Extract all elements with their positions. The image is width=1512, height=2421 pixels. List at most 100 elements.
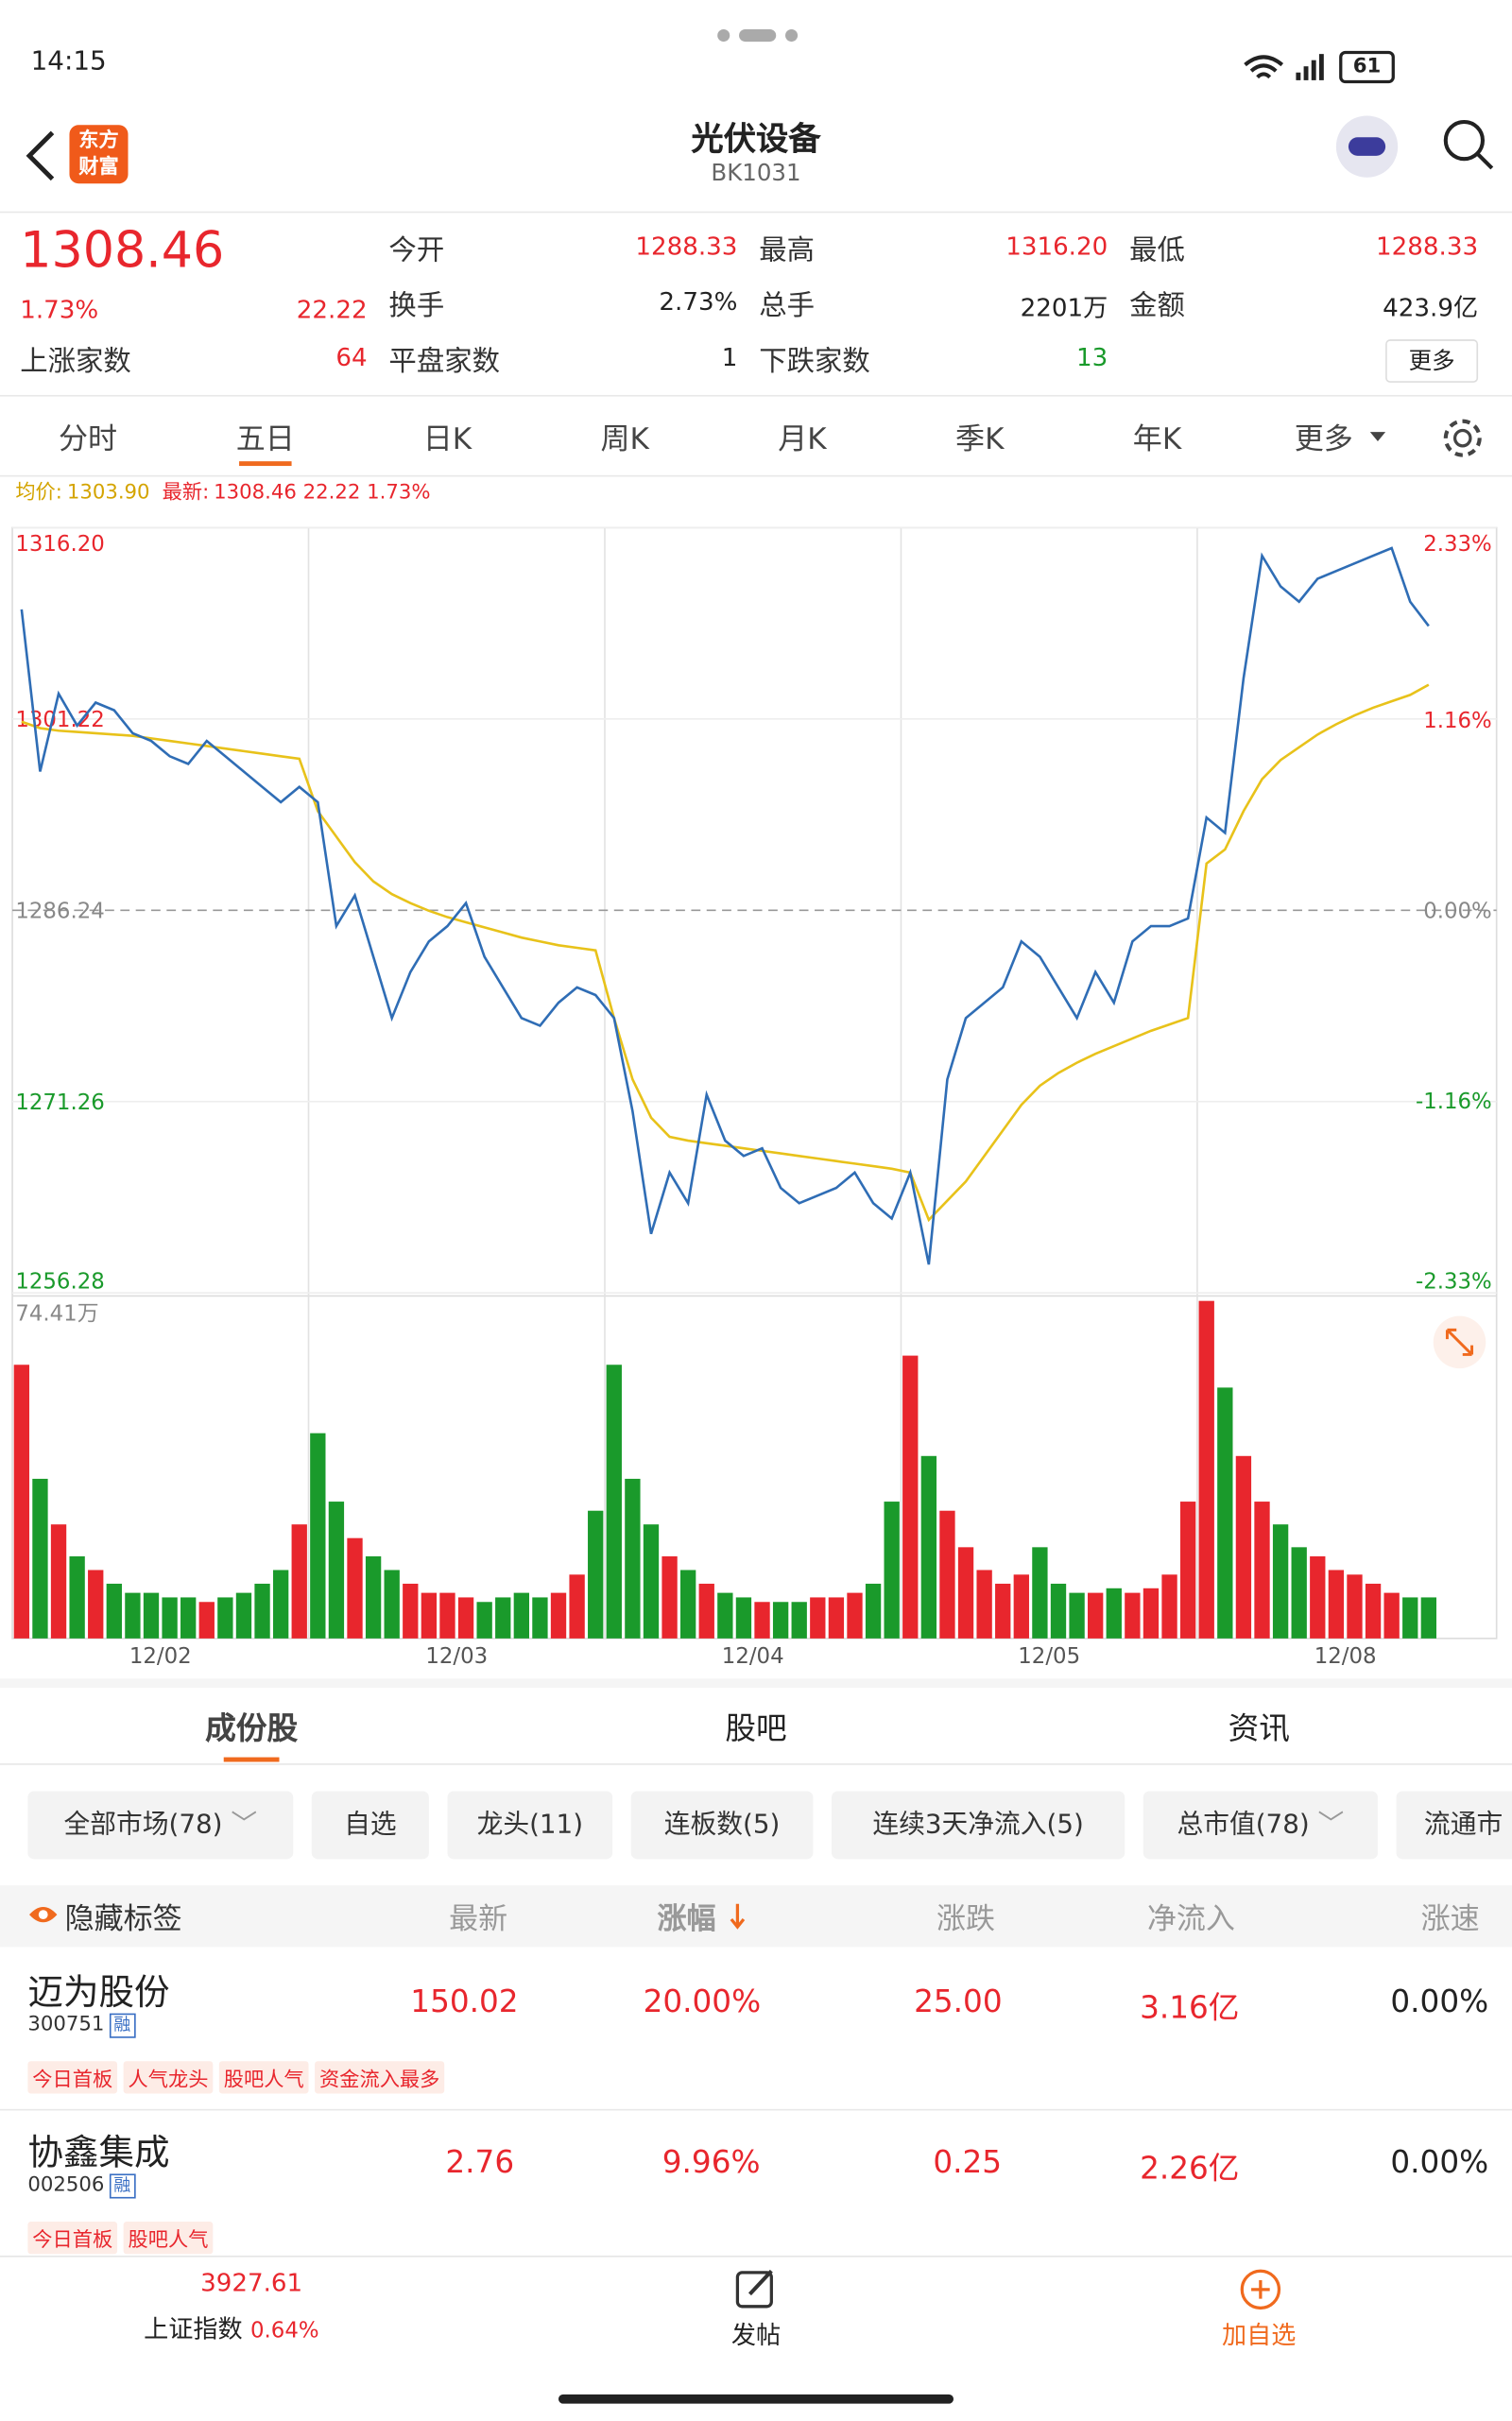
y-tick-label: 1301.22 [15,708,104,732]
stat-label: 金额 [1129,289,1185,323]
settings-button[interactable] [1441,417,1485,460]
tab-underline [223,1757,280,1762]
volume-bar [569,1574,585,1639]
volume-bar [88,1570,104,1639]
content-tab[interactable]: 成份股 [205,1708,299,1747]
volume-bar [106,1583,122,1639]
index-value[interactable]: 3927.61 [200,2267,303,2298]
tag: 股吧人气 [123,2222,214,2255]
volume-bar [828,1597,845,1639]
volume-bar [1125,1592,1141,1639]
post-button[interactable]: 发帖 [730,2320,782,2350]
filter-chip[interactable]: 全部市场(78) ﹀ [27,1791,294,1860]
volume-bar [791,1602,807,1639]
legend-value: 1303.90 [67,480,150,504]
period-tab[interactable]: 五日 [235,422,295,457]
tag: 股吧人气 [218,2061,309,2094]
period-tab[interactable]: 月K [778,422,827,457]
volume-bar [1347,1574,1363,1639]
volume-bar [643,1524,660,1639]
volume-bar [1420,1597,1436,1639]
more-button[interactable]: 更多 [1385,339,1479,383]
y-tick-label: 1316.20 [15,532,104,557]
period-tab[interactable]: 分时 [59,422,118,457]
stat-value: 13 [1076,342,1108,372]
y2-tick-label: -2.33% [1416,1269,1492,1294]
filter-chip[interactable]: 龙头(11) [447,1791,613,1860]
tags: 今日首板 股吧人气 [27,2222,218,2255]
volume-bar [32,1478,48,1639]
filter-chip[interactable]: 连续3天净流入(5) [831,1791,1125,1860]
back-button[interactable] [22,129,59,182]
volume-bar [50,1524,67,1639]
divider [0,1763,1512,1765]
period-tab[interactable]: 周K [600,422,649,457]
y2-tick-label: -1.16% [1416,1090,1492,1114]
stock-name: 迈为股份 [27,1973,170,2014]
column-header[interactable]: 涨跌 [936,1902,996,1936]
assistant-avatar[interactable] [1335,115,1399,178]
volume-bar [698,1583,714,1639]
cell: 0.00% [1390,2142,1489,2180]
stock-code: 002506 融 [27,2173,136,2199]
period-tab[interactable]: 更多 [1294,422,1353,457]
volume-bar [403,1583,419,1639]
index-pct: 0.64% [249,2318,319,2344]
filter-chip[interactable]: 自选 [311,1791,429,1860]
filter-text: 全部市场(78) [63,1810,223,1841]
x-tick-label: 12/02 [129,1644,192,1669]
tab-underline [239,461,292,467]
tags: 今日首板 人气龙头 股吧人气 资金流入最多 [27,2061,450,2094]
volume-bar [180,1597,197,1639]
period-tab[interactable]: 季K [955,422,1005,457]
period-tab[interactable]: 日K [422,422,472,457]
column-header[interactable]: 最新 [449,1902,508,1936]
cell: 0.25 [933,2142,1003,2180]
index-name[interactable]: 上证指数 0.64% [144,2308,318,2344]
content-tab[interactable]: 股吧 [725,1708,787,1747]
period-tab[interactable]: 年K [1132,422,1182,457]
home-indicator [558,2394,954,2404]
volume-bar [902,1355,919,1639]
volume-bar [754,1602,770,1639]
volume-bar [625,1478,641,1639]
filter-chip[interactable]: 流通市 [1396,1791,1512,1860]
x-tick-label: 12/08 [1314,1644,1377,1669]
column-header[interactable]: 涨幅 [657,1902,716,1936]
add-watchlist[interactable]: 加自选 [1222,2320,1297,2350]
column-header[interactable]: 涨速 [1420,1902,1480,1936]
page-title: 光伏设备 [691,120,821,158]
volume-bar [1383,1592,1400,1639]
y2-tick-label: 2.33% [1423,532,1492,557]
filter-chip[interactable]: 连板数(5) [630,1791,814,1860]
app-logo: 东方 财富 [69,125,129,184]
filter-chip[interactable]: 总市值(78) ﹀ [1143,1791,1378,1860]
x-tick-label: 12/03 [425,1644,488,1669]
post-icon [735,2269,773,2309]
stat-value: 2201万 [1020,293,1108,323]
volume-bar [365,1555,382,1639]
volume-bar [1310,1555,1326,1639]
tag: 今日首板 [27,2061,118,2094]
search-button[interactable] [1441,117,1497,173]
x-tick-label: 12/05 [1018,1644,1080,1669]
column-header[interactable]: 净流入 [1146,1902,1235,1936]
stat-label: 平盘家数 [388,345,500,378]
expand-button[interactable] [1433,1315,1486,1369]
volume-bar [291,1524,307,1639]
volume-bar [1088,1592,1104,1639]
volume-bar [976,1570,992,1639]
price-line [21,683,1430,1223]
cell: 3.16亿 [1140,1988,1240,2026]
stat-label: 最高 [759,234,816,267]
hide-tags[interactable]: 隐藏标签 [64,1902,182,1936]
volume-bar [995,1583,1011,1639]
content-tab[interactable]: 资讯 [1228,1708,1290,1747]
volume-bar [679,1570,696,1639]
volume-bar [513,1592,529,1639]
volume-bar [1365,1583,1382,1639]
volume-bar [1050,1583,1067,1639]
tag: 人气龙头 [123,2061,214,2094]
